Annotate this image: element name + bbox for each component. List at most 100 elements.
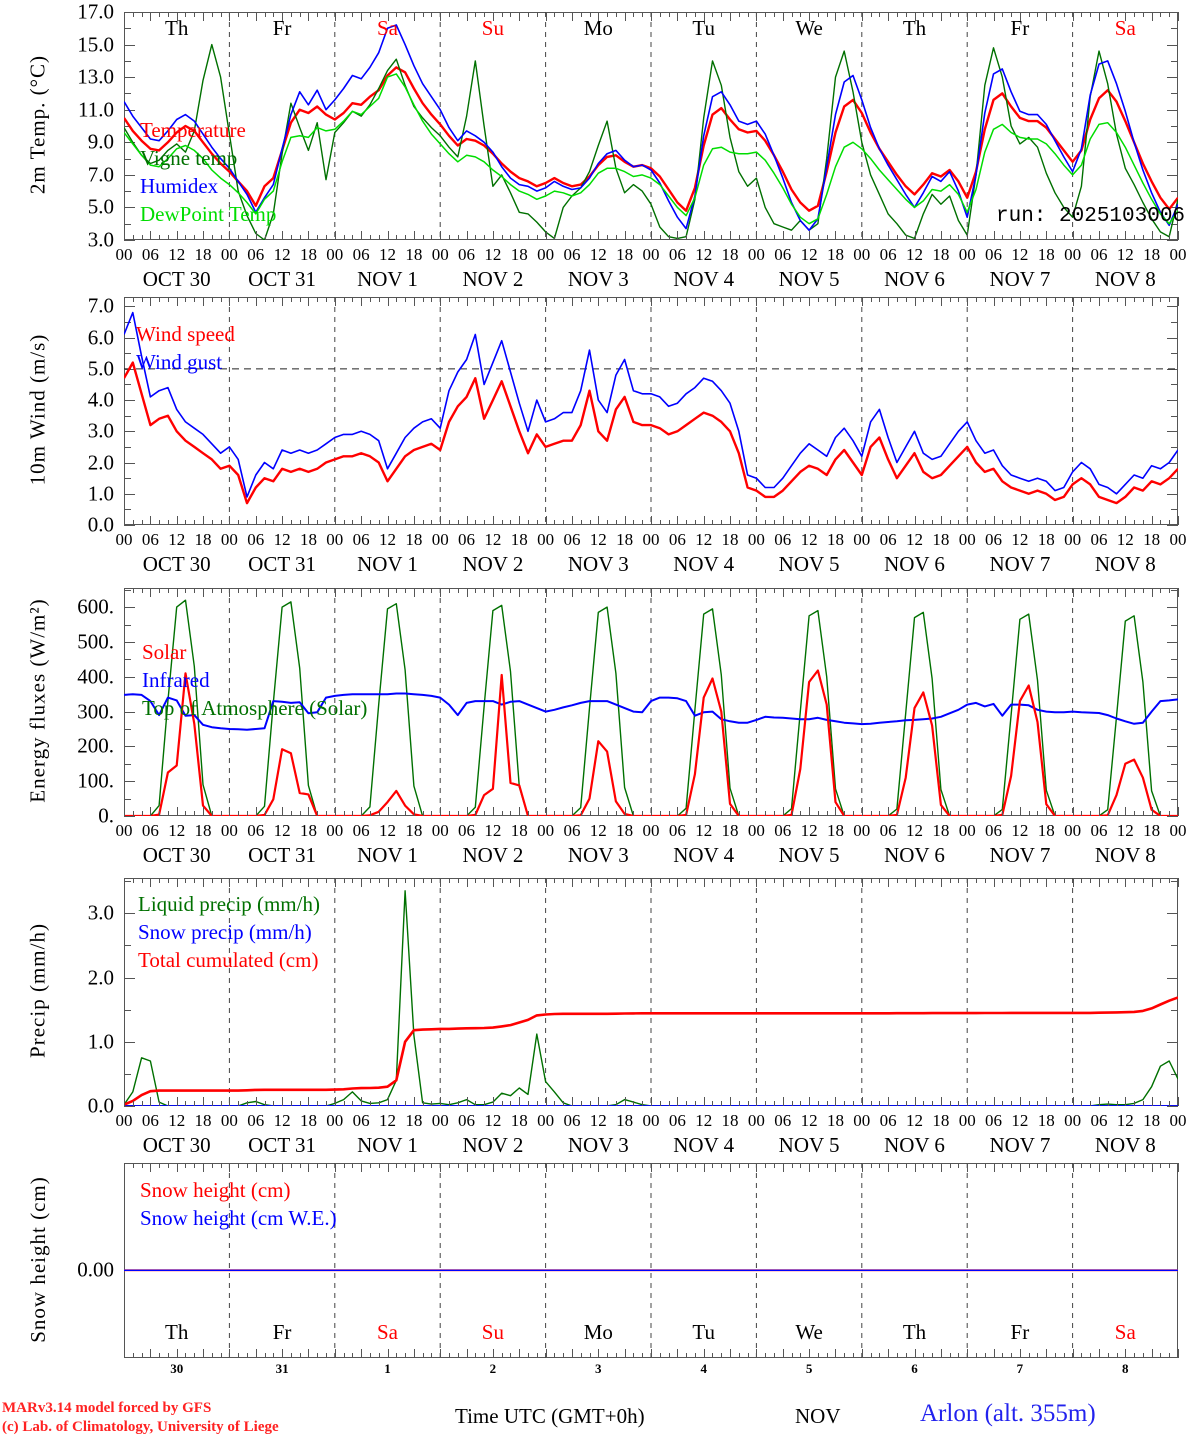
- x-tick: [782, 878, 784, 887]
- x-tick: [879, 1353, 881, 1358]
- x-tick: [159, 1353, 161, 1358]
- x-tick: [264, 520, 266, 525]
- x-day-label-temperature-6: NOV 5: [778, 267, 840, 291]
- x-hour-label-precip-27: 18: [826, 1111, 844, 1130]
- y-tick-label-temperature-0: 3.0: [87, 227, 114, 252]
- x-tick: [220, 235, 222, 240]
- x-tick: [176, 516, 178, 525]
- x-tick: [677, 1349, 679, 1358]
- dow-label-bottom-5: Tu: [692, 1320, 715, 1344]
- x-tick: [686, 588, 688, 593]
- x-day-label-temperature-8: NOV 7: [989, 267, 1051, 291]
- y-tick-label-energy_fluxes-5: 500.: [77, 629, 114, 654]
- x-day-label-precip-6: NOV 5: [778, 1133, 840, 1157]
- x-tick: [686, 1101, 688, 1106]
- x-tick: [528, 235, 530, 240]
- x-hour-label-wind-17: 06: [563, 530, 581, 549]
- x-tick: [571, 807, 573, 816]
- x-tick: [203, 588, 205, 597]
- x-tick: [1081, 235, 1083, 240]
- x-tick-bottom: [176, 1349, 178, 1358]
- x-tick: [1063, 1163, 1065, 1168]
- y-tick-minor-right: [1171, 881, 1178, 883]
- x-tick: [905, 588, 907, 593]
- x-hour-label-energy_fluxes-35: 18: [1037, 821, 1055, 840]
- x-hour-label-wind-12: 00: [431, 530, 449, 549]
- x-tick: [159, 1101, 161, 1106]
- x-tick: [747, 1101, 749, 1106]
- x-tick: [387, 807, 389, 816]
- y-tick-major-right: [1167, 462, 1178, 464]
- x-tick: [984, 1353, 986, 1358]
- dow-label-top-7: Th: [902, 16, 927, 40]
- series-line-temperature: [124, 66, 1178, 212]
- x-tick: [369, 235, 371, 240]
- x-tick: [1169, 1353, 1171, 1358]
- x-tick: [528, 1353, 530, 1358]
- x-hour-label-precip-11: 18: [405, 1111, 423, 1130]
- x-tick: [1090, 878, 1092, 883]
- x-tick: [607, 297, 609, 302]
- x-tick: [853, 297, 855, 302]
- x-tick: [888, 231, 890, 240]
- x-tick: [343, 520, 345, 525]
- x-hour-label-temperature-24: 00: [747, 245, 765, 264]
- x-tick: [958, 1163, 960, 1168]
- x-tick: [466, 1163, 468, 1172]
- x-tick: [905, 878, 907, 883]
- x-tick: [589, 1101, 591, 1106]
- x-tick: [273, 588, 275, 593]
- x-tick: [396, 1101, 398, 1106]
- x-tick: [686, 878, 688, 883]
- x-tick: [326, 1163, 328, 1168]
- x-tick: [334, 12, 336, 21]
- x-tick: [1072, 516, 1074, 525]
- x-hour-label-energy_fluxes-1: 06: [141, 821, 159, 840]
- x-tick: [282, 297, 284, 306]
- y-tick-label-precip-2: 2.0: [87, 965, 114, 990]
- y-tick-major-right: [1167, 781, 1178, 783]
- x-tick: [1134, 588, 1136, 593]
- y-tick-major-right: [1167, 641, 1178, 643]
- x-tick: [326, 297, 328, 302]
- x-hour-label-precip-5: 06: [247, 1111, 265, 1130]
- x-tick: [528, 1101, 530, 1106]
- x-tick: [141, 235, 143, 240]
- x-tick: [1028, 1163, 1030, 1168]
- plot-canvas-wind: [124, 297, 1178, 525]
- y-tick-minor: [124, 28, 131, 30]
- x-tick: [624, 1097, 626, 1106]
- x-tick: [369, 878, 371, 883]
- x-tick: [1063, 297, 1065, 302]
- x-tick: [923, 297, 925, 302]
- x-tick: [791, 1101, 793, 1106]
- x-tick-day-boundary: [1072, 1163, 1074, 1172]
- x-tick: [1011, 588, 1013, 593]
- x-tick: [598, 1097, 600, 1106]
- x-day-label-precip-0: OCT 30: [142, 1133, 211, 1157]
- y-tick-minor-right: [1171, 945, 1178, 947]
- x-hour-label-temperature-6: 12: [273, 245, 291, 264]
- x-tick: [1081, 12, 1083, 17]
- plot-canvas-snow_height: [124, 1163, 1178, 1358]
- x-tick: [607, 520, 609, 525]
- x-hour-label-temperature-22: 12: [695, 245, 713, 264]
- x-tick: [334, 231, 336, 240]
- x-tick: [211, 811, 213, 816]
- dow-label-bottom-8: Fr: [1010, 1320, 1030, 1344]
- x-tick: [896, 811, 898, 816]
- x-tick: [1160, 1353, 1162, 1358]
- x-tick: [826, 811, 828, 816]
- y-tick-minor-right: [1171, 659, 1178, 661]
- x-tick: [853, 1353, 855, 1358]
- x-tick: [1116, 878, 1118, 883]
- x-tick: [510, 297, 512, 302]
- x-tick: [176, 231, 178, 240]
- x-tick: [589, 235, 591, 240]
- x-tick: [1134, 297, 1136, 302]
- x-tick: [211, 297, 213, 302]
- x-hour-label-energy_fluxes-3: 18: [194, 821, 212, 840]
- x-tick-bottom: [1019, 1349, 1021, 1358]
- plot-canvas-energy_fluxes: [124, 588, 1178, 816]
- x-tick: [159, 811, 161, 816]
